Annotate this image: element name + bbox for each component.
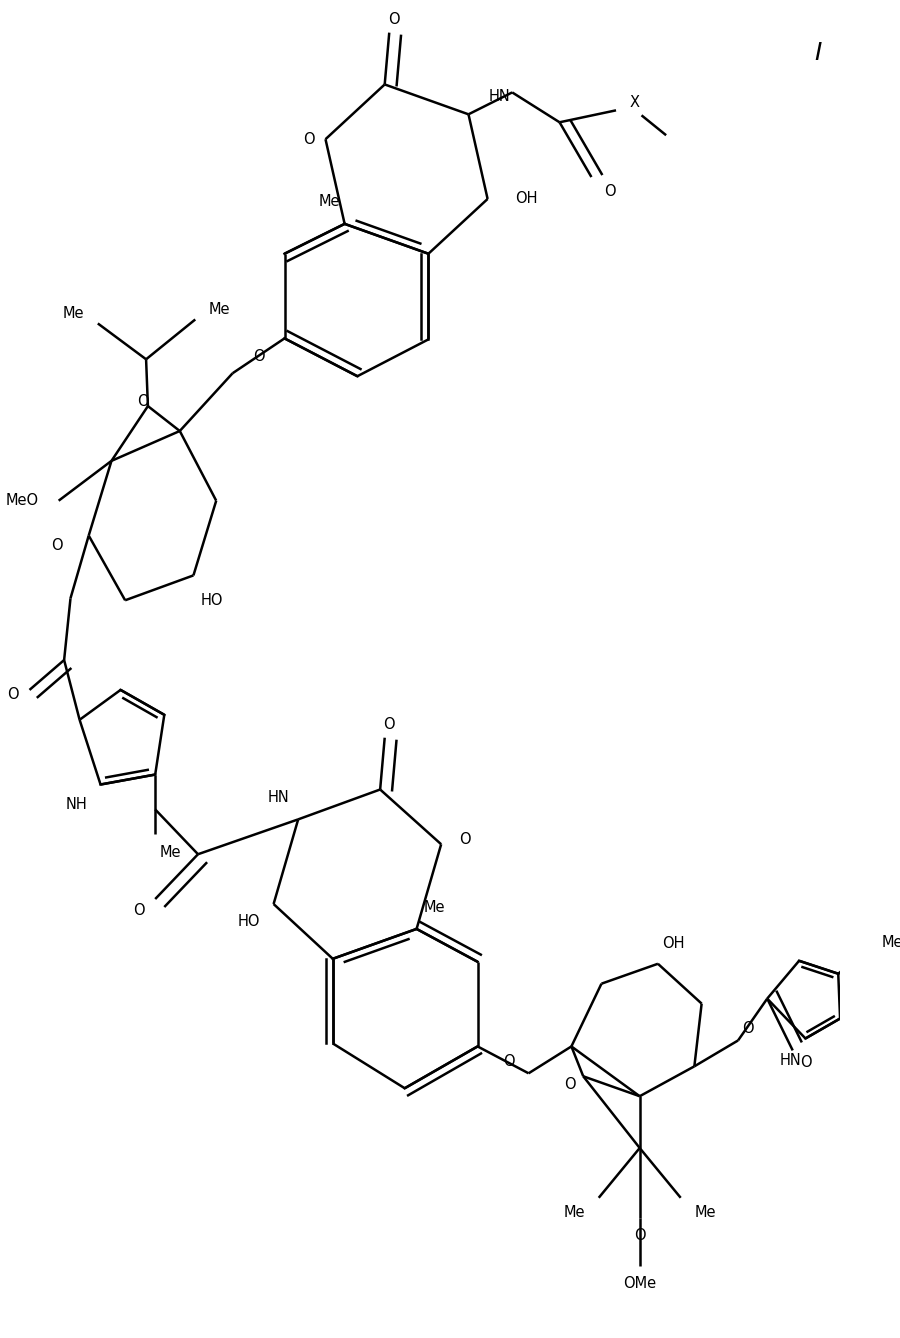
Text: O: O xyxy=(459,832,471,847)
Text: Me: Me xyxy=(63,306,85,321)
Text: O: O xyxy=(7,688,19,702)
Text: O: O xyxy=(253,349,265,364)
Text: O: O xyxy=(383,717,395,732)
Text: Me: Me xyxy=(424,899,446,914)
Text: HN: HN xyxy=(489,88,510,104)
Text: Me: Me xyxy=(159,844,181,860)
Text: O: O xyxy=(388,12,400,27)
Text: HN: HN xyxy=(779,1053,801,1068)
Text: O: O xyxy=(801,1054,812,1070)
Text: Me: Me xyxy=(695,1206,716,1220)
Text: O: O xyxy=(634,1228,645,1243)
Text: O: O xyxy=(303,131,315,147)
Text: Me: Me xyxy=(563,1206,585,1220)
Text: O: O xyxy=(742,1021,754,1036)
Text: O: O xyxy=(138,393,149,408)
Text: Me: Me xyxy=(209,302,230,317)
Text: O: O xyxy=(51,538,63,553)
Text: Me: Me xyxy=(882,935,900,950)
Text: HO: HO xyxy=(201,593,223,607)
Text: X: X xyxy=(630,95,640,110)
Text: O: O xyxy=(503,1054,515,1069)
Text: OH: OH xyxy=(515,191,537,206)
Text: HO: HO xyxy=(238,914,260,930)
Text: MeO: MeO xyxy=(5,494,39,508)
Text: HN: HN xyxy=(267,789,289,805)
Text: NH: NH xyxy=(65,797,87,812)
Text: Me: Me xyxy=(319,194,340,210)
Text: I: I xyxy=(814,40,822,64)
Text: OMe: OMe xyxy=(623,1276,656,1291)
Text: OH: OH xyxy=(662,937,685,951)
Text: O: O xyxy=(604,185,616,199)
Text: O: O xyxy=(563,1077,575,1092)
Text: O: O xyxy=(133,903,145,918)
